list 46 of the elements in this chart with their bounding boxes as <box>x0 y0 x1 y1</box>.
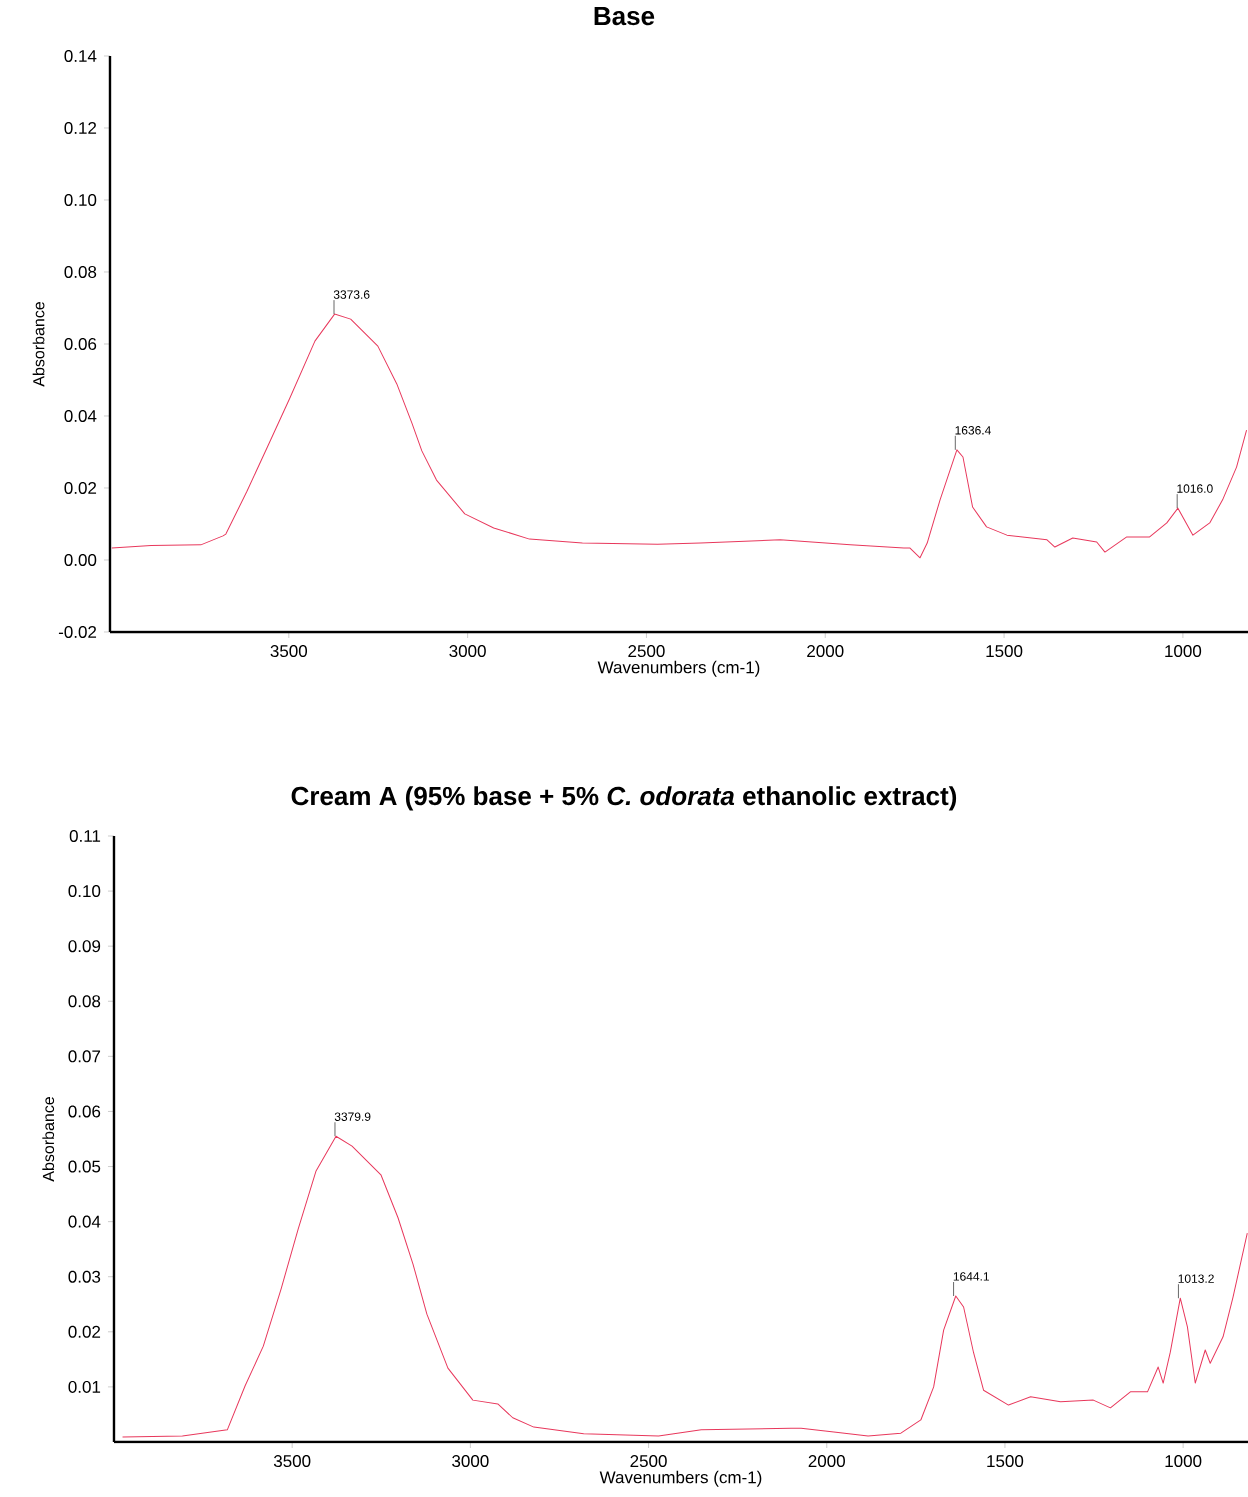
x-tick-label: 1000 <box>1165 645 1202 658</box>
annotation: 1644.1 <box>953 1272 989 1281</box>
y-tick-label: 0.08 <box>68 995 101 1008</box>
x-tick-label: 3000 <box>449 645 486 658</box>
line-series <box>111 313 1248 559</box>
y-tick-label: 0.10 <box>68 885 101 898</box>
x-axis-title: Wavenumbers (cm-1) <box>597 660 760 677</box>
annotation: 3379.9 <box>334 1112 371 1121</box>
y-axis-title: Absorbance <box>32 302 45 387</box>
y-tick-label: 0.00 <box>64 553 97 566</box>
y-tick-label: 0.04 <box>68 1215 101 1228</box>
x-tick-label: 1500 <box>987 1455 1024 1468</box>
annotation: 3373.6 <box>333 290 370 299</box>
y-tick-label: 0.02 <box>64 481 97 494</box>
annotation: 1016.0 <box>1177 484 1213 493</box>
y-tick-label: 0.07 <box>68 1050 101 1063</box>
y-axis-title: Absorbance <box>42 1097 55 1182</box>
line-series <box>122 1135 1248 1438</box>
y-tick-label: 0.10 <box>64 193 97 206</box>
chart-title: Cream A (95% base + 5% C. odorata ethanolic extract) <box>291 786 957 811</box>
x-tick-label: 2000 <box>807 645 844 658</box>
x-tick-label: 2000 <box>808 1455 845 1468</box>
y-tick-label: 0.05 <box>68 1160 101 1173</box>
x-axis-title: Wavenumbers (cm-1) <box>599 1470 762 1487</box>
chart-title: Base <box>594 7 655 26</box>
y-tick-label: 0.06 <box>68 1105 101 1118</box>
y-tick-label: 0.01 <box>68 1380 101 1393</box>
y-tick-label: 0.03 <box>68 1270 101 1283</box>
y-tick-label: 0.06 <box>64 337 97 350</box>
x-tick-label: 2500 <box>630 1455 667 1468</box>
y-tick-label: 0.09 <box>68 940 101 953</box>
y-tick-label: 0.12 <box>64 121 97 134</box>
y-tick-label: -0.02 <box>58 625 97 638</box>
y-tick-label: 0.14 <box>64 49 97 62</box>
x-tick-label: 3500 <box>270 645 308 658</box>
x-tick-label: 1000 <box>1165 1455 1202 1468</box>
x-tick-label: 2500 <box>628 645 665 658</box>
annotation: 1013.2 <box>1178 1274 1214 1283</box>
y-tick-label: 0.04 <box>64 409 97 422</box>
y-tick-label: 0.08 <box>64 265 97 278</box>
x-tick-label: 1500 <box>986 645 1023 658</box>
x-tick-label: 3000 <box>452 1455 489 1468</box>
y-tick-label: 0.11 <box>69 829 101 842</box>
x-tick-label: 3500 <box>273 1455 311 1468</box>
y-tick-label: 0.02 <box>68 1325 101 1338</box>
annotation: 1636.4 <box>955 426 991 435</box>
